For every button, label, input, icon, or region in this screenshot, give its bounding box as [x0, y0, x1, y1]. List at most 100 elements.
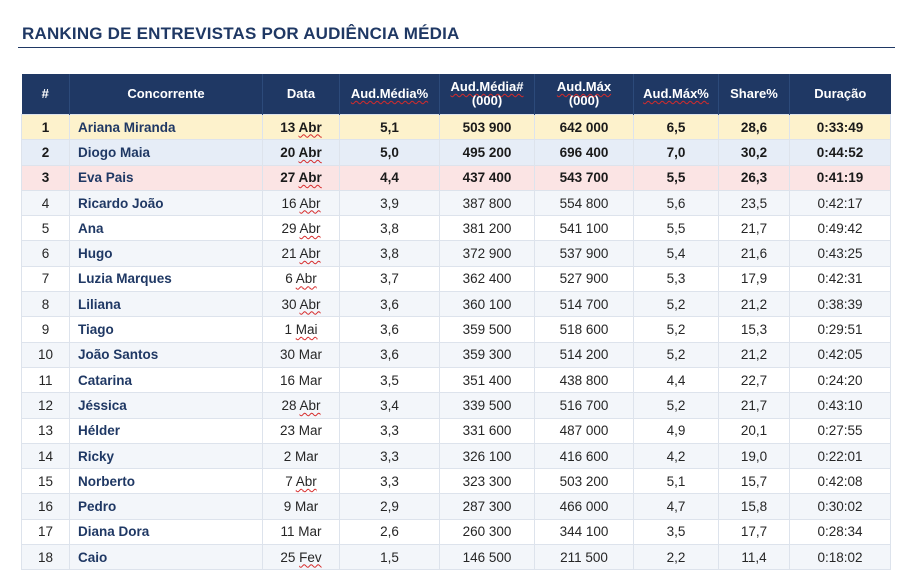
cell-aud-max: 554 800 — [534, 189, 634, 217]
cell-aud-pct: 3,6 — [339, 316, 440, 343]
cell-rank: 18 — [21, 544, 70, 571]
cell-date-day: 27 — [280, 170, 296, 186]
cell-contestant: Hugo — [69, 240, 263, 267]
cell-contestant: Norberto — [69, 468, 263, 495]
cell-share: 28,6 — [718, 113, 790, 141]
header-duration[interactable]: Duração — [789, 74, 891, 115]
table-row[interactable]: 5 Ana 29 Abr 3,8 381 200 541 100 5,5 21,7 0:49:4… — [21, 215, 891, 242]
cell-aud-max-pct: 6,5 — [633, 113, 719, 141]
cell-aud-abs: 331 600 — [439, 417, 535, 444]
cell-aud-max: 543 700 — [534, 164, 634, 191]
cell-aud-pct: 3,3 — [339, 468, 440, 495]
cell-duration: 0:24:20 — [789, 366, 891, 394]
table-row[interactable]: 9 Tiago 1 Mai 3,6 359 500 518 600 5,2 15,3 0:29:… — [21, 316, 891, 343]
cell-aud-abs: 326 100 — [439, 442, 535, 470]
table-body: 1 Ariana Miranda 13 Abr 5,1 503 900 642 000 6,… — [21, 113, 891, 571]
cell-rank: 1 — [21, 113, 70, 141]
table-row[interactable]: 14 Ricky 2 Mar 3,3 326 100 416 600 4,2 19,0 0:22… — [21, 442, 891, 470]
cell-contestant: Eva Pais — [69, 164, 263, 191]
cell-contestant: Ricardo João — [69, 189, 263, 217]
cell-date-day: 30 — [279, 347, 295, 363]
cell-date-day: 25 — [280, 549, 296, 565]
table-row[interactable]: 11 Catarina 16 Mar 3,5 351 400 438 800 4,4 22,7… — [21, 366, 891, 394]
cell-date-day: 2 — [283, 448, 292, 464]
cell-duration: 0:49:42 — [789, 215, 891, 242]
cell-duration: 0:42:08 — [789, 468, 891, 495]
table-row[interactable]: 6 Hugo 21 Abr 3,8 372 900 537 900 5,4 21,6 0:43:… — [21, 240, 891, 267]
cell-date-month: Mar — [298, 524, 322, 540]
header-aud-max[interactable]: Aud.Máx (000) — [534, 74, 634, 115]
table-row[interactable]: 3 Eva Pais 27 Abr 4,4 437 400 543 700 5,5 26,3 0… — [21, 164, 891, 191]
cell-rank: 8 — [21, 291, 70, 318]
cell-date-month: Abr — [299, 195, 321, 211]
cell-aud-abs: 503 900 — [439, 113, 535, 141]
header-rank[interactable]: # — [21, 74, 70, 115]
cell-date-day: 16 — [279, 372, 295, 388]
cell-aud-pct: 3,9 — [339, 189, 440, 217]
cell-date-day: 9 — [283, 499, 292, 515]
table-row[interactable]: 18 Caio 25 Fev 1,5 146 500 211 500 2,2 11,4 0:18… — [21, 544, 891, 571]
table-row[interactable]: 10 João Santos 30 Mar 3,6 359 300 514 200 5,2 2… — [21, 341, 891, 368]
cell-date-month: Abr — [298, 170, 322, 186]
header-aud-abs[interactable]: Aud.Média# (000) — [439, 74, 535, 115]
table-row[interactable]: 8 Liliana 30 Abr 3,6 360 100 514 700 5,2 21,2 0:… — [21, 291, 891, 318]
table-row[interactable]: 4 Ricardo João 16 Abr 3,9 387 800 554 800 5,6 2… — [21, 189, 891, 217]
cell-aud-max-pct: 4,4 — [633, 366, 719, 394]
cell-share: 11,4 — [718, 544, 790, 571]
cell-share: 15,7 — [718, 468, 790, 495]
cell-date-day: 30 — [281, 296, 297, 312]
cell-rank: 5 — [21, 215, 70, 242]
cell-aud-max-pct: 5,2 — [633, 316, 719, 343]
table-row[interactable]: 15 Norberto 7 Abr 3,3 323 300 503 200 5,1 15,7 0… — [21, 468, 891, 495]
table-row[interactable]: 1 Ariana Miranda 13 Abr 5,1 503 900 642 000 6,… — [21, 113, 891, 141]
cell-aud-pct: 3,7 — [339, 265, 440, 293]
title-divider — [18, 47, 895, 48]
table-row[interactable]: 7 Luzia Marques 6 Abr 3,7 362 400 527 900 5,3 1… — [21, 265, 891, 293]
cell-aud-pct: 3,8 — [339, 240, 440, 267]
cell-date: 16 Abr — [262, 189, 340, 217]
cell-aud-max: 541 100 — [534, 215, 634, 242]
header-aud-pct[interactable]: Aud.Média% — [339, 74, 440, 115]
cell-date-day: 23 — [279, 423, 295, 439]
cell-date: 25 Fev — [262, 544, 340, 571]
table-row[interactable]: 17 Diana Dora 11 Mar 2,6 260 300 344 100 3,5 17… — [21, 518, 891, 546]
cell-aud-pct: 1,5 — [339, 544, 440, 571]
header-contestant[interactable]: Concorrente — [69, 74, 263, 115]
cell-aud-abs: 360 100 — [439, 291, 535, 318]
cell-aud-abs: 437 400 — [439, 164, 535, 191]
cell-date-day: 16 — [281, 195, 297, 211]
table-row[interactable]: 2 Diogo Maia 20 Abr 5,0 495 200 696 400 7,0 30,… — [21, 139, 891, 166]
table-row[interactable]: 13 Hélder 23 Mar 3,3 331 600 487 000 4,9 20,1 0:… — [21, 417, 891, 444]
cell-date-month: Abr — [299, 246, 321, 262]
cell-aud-abs: 260 300 — [439, 518, 535, 546]
cell-aud-max: 487 000 — [534, 417, 634, 444]
cell-aud-max-pct: 4,9 — [633, 417, 719, 444]
cell-share: 21,2 — [718, 291, 790, 318]
cell-date: 7 Abr — [262, 468, 340, 495]
cell-aud-max-pct: 5,3 — [633, 265, 719, 293]
cell-share: 15,3 — [718, 316, 790, 343]
cell-duration: 0:43:25 — [789, 240, 891, 267]
table-row[interactable]: 16 Pedro 9 Mar 2,9 287 300 466 000 4,7 15,8 0:30… — [21, 493, 891, 520]
cell-aud-max-pct: 5,4 — [633, 240, 719, 267]
cell-date: 27 Abr — [262, 164, 340, 191]
header-date[interactable]: Data — [262, 74, 340, 115]
cell-contestant: Luzia Marques — [69, 265, 263, 293]
cell-aud-max: 516 700 — [534, 392, 634, 419]
cell-share: 17,9 — [718, 265, 790, 293]
cell-date-day: 20 — [280, 144, 296, 160]
table-row[interactable]: 12 Jéssica 28 Abr 3,4 339 500 516 700 5,2 21,7 0… — [21, 392, 891, 419]
cell-contestant: Catarina — [69, 366, 263, 394]
cell-contestant: Ariana Miranda — [69, 113, 263, 141]
cell-share: 21,7 — [718, 392, 790, 419]
cell-date-month: Mar — [295, 448, 319, 464]
cell-aud-abs: 359 500 — [439, 316, 535, 343]
cell-date-month: Fev — [299, 549, 322, 565]
cell-aud-pct: 3,3 — [339, 442, 440, 470]
cell-aud-pct: 5,0 — [339, 139, 440, 166]
cell-contestant: Jéssica — [69, 392, 263, 419]
cell-contestant: Pedro — [69, 493, 263, 520]
cell-rank: 16 — [21, 493, 70, 520]
header-aud-max-pct[interactable]: Aud.Máx% — [633, 74, 719, 115]
header-share[interactable]: Share% — [718, 74, 790, 115]
